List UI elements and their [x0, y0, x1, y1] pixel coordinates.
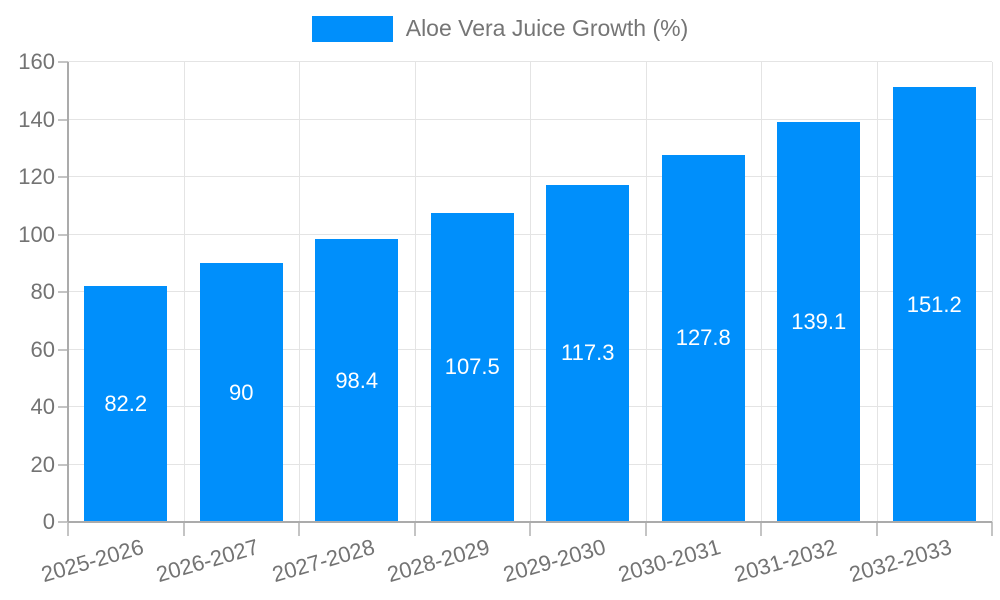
bar: 151.2 [892, 87, 976, 522]
x-axis-tick [644, 522, 647, 536]
y-axis-line [67, 62, 69, 522]
x-axis-category-label: 2025-2026 [38, 534, 147, 588]
x-axis-tick [413, 522, 416, 536]
y-axis-tick-label: 100 [18, 221, 55, 247]
bar: 82.2 [84, 285, 168, 522]
y-axis-tick-label: 140 [18, 106, 55, 132]
bar: 139.1 [777, 122, 861, 522]
y-axis-tick [58, 233, 68, 236]
x-axis-tick [529, 522, 531, 536]
x-axis-category-label: 2028-2029 [384, 534, 493, 588]
gridline-vertical [645, 62, 647, 522]
bar-value-label: 117.3 [561, 340, 615, 366]
y-axis-tick-label: 20 [30, 451, 55, 477]
bar-value-label: 127.8 [675, 325, 731, 351]
bar: 98.4 [315, 239, 399, 522]
x-axis-tick [67, 522, 69, 536]
bar: 90 [199, 263, 283, 522]
x-axis-category-label: 2026-2027 [153, 534, 262, 588]
legend[interactable]: Aloe Vera Juice Growth (%) [0, 16, 1000, 42]
x-axis-category-label: 2031-2032 [731, 534, 840, 588]
y-axis-tick-label: 0 [42, 509, 55, 534]
gridline-vertical [992, 62, 993, 522]
y-axis-tick [58, 176, 68, 178]
y-axis-tick-label: 40 [30, 394, 55, 419]
legend-label: Aloe Vera Juice Growth (%) [405, 15, 689, 42]
x-axis-tick [760, 522, 762, 536]
gridline-vertical [299, 62, 300, 522]
y-axis-tick [58, 406, 68, 408]
x-axis-category-label: 2027-2028 [269, 534, 378, 588]
y-axis-tick-label: 160 [18, 49, 55, 74]
gridline-horizontal [68, 61, 992, 62]
gridline-vertical [876, 62, 878, 522]
gridline-vertical [530, 62, 531, 522]
bar: 117.3 [546, 184, 630, 522]
x-axis-line [68, 521, 992, 523]
legend-swatch [311, 16, 393, 42]
y-axis-tick-label: 80 [30, 279, 55, 304]
plot-area: 0 20 40 60 80 100 120 140 160 82.2 2025-2026 90 2026… [18, 51, 993, 587]
gridline-vertical [761, 62, 762, 522]
x-axis-tick [875, 522, 878, 536]
bar-value-label: 107.5 [444, 354, 500, 380]
bar: 107.5 [430, 212, 514, 522]
y-axis-tick-label: 120 [18, 164, 55, 189]
y-axis-tick [58, 61, 68, 63]
x-axis-tick [991, 522, 993, 536]
bar-value-label: 98.4 [335, 367, 379, 393]
gridline-vertical [414, 62, 416, 522]
y-axis-tick [58, 521, 68, 523]
y-axis-tick [58, 118, 68, 121]
x-axis-category-label: 2029-2030 [500, 534, 609, 588]
bar-value-label: 139.1 [791, 309, 847, 335]
y-axis-tick [58, 291, 68, 293]
bar-value-label: 151.2 [906, 291, 962, 317]
gridline-vertical [183, 62, 185, 522]
y-axis-tick [58, 463, 68, 466]
y-axis-tick-label: 60 [30, 336, 55, 362]
x-axis-category-label: 2030-2031 [615, 534, 724, 588]
bar-value-label: 82.2 [104, 390, 148, 416]
y-axis-tick [58, 348, 68, 351]
x-axis-tick [298, 522, 300, 536]
bar: 127.8 [661, 154, 745, 522]
x-axis-tick [182, 522, 185, 536]
bar-value-label: 90 [228, 379, 254, 405]
x-axis-category-label: 2032-2033 [846, 534, 955, 588]
